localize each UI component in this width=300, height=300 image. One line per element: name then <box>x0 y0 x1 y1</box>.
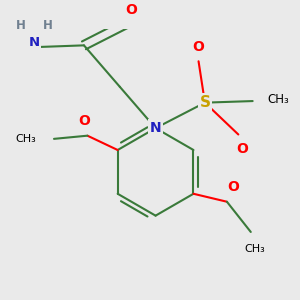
Text: O: O <box>125 2 137 16</box>
Text: N: N <box>150 121 161 135</box>
Text: H: H <box>16 19 26 32</box>
Text: S: S <box>200 95 210 110</box>
Text: N: N <box>28 37 39 50</box>
Text: H: H <box>43 19 53 32</box>
Text: CH₃: CH₃ <box>244 244 265 254</box>
Text: CH₃: CH₃ <box>267 93 289 106</box>
Text: CH₃: CH₃ <box>16 134 37 144</box>
Text: O: O <box>227 180 239 194</box>
Text: O: O <box>193 40 205 54</box>
Text: O: O <box>236 142 248 156</box>
Text: O: O <box>78 114 90 128</box>
